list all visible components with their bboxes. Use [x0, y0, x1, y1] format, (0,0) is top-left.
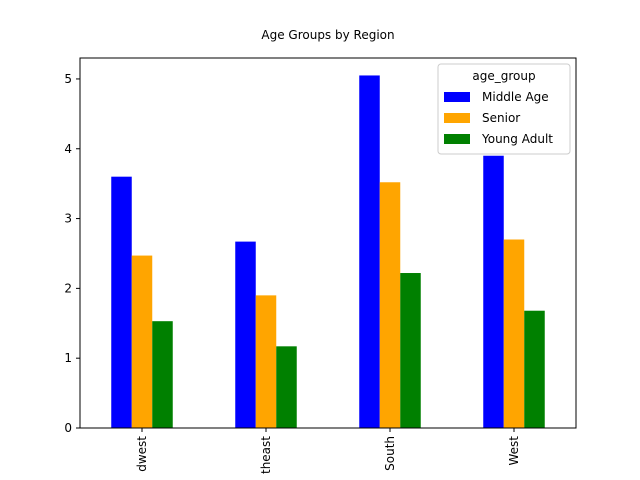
y-axis: 0 1 2 3 4 5 [64, 72, 80, 435]
bar-middle-age-south [359, 75, 380, 429]
y-tick-label: 4 [64, 142, 72, 156]
bar-senior-midwest [131, 255, 153, 428]
plot-frame [79, 57, 577, 429]
bar-young-adult-northeast [276, 346, 297, 428]
legend-swatch [444, 92, 470, 102]
bar-middle-age-midwest [111, 176, 132, 428]
bar-senior-south [379, 182, 401, 428]
y-tick-label: 2 [64, 281, 72, 295]
bar-young-adult-midwest [152, 321, 173, 428]
y-tick-label: 1 [64, 351, 72, 365]
x-axis: dwest theast South West [135, 428, 521, 474]
legend-label: Young Adult [481, 132, 553, 146]
legend: age_group Middle Age Senior Young Adult [437, 63, 571, 155]
legend-label: Senior [482, 111, 520, 125]
legend-box [437, 63, 571, 155]
bar-senior-west [503, 239, 525, 428]
legend-swatch [444, 134, 470, 144]
legend-label: Middle Age [482, 90, 549, 104]
bar-senior-northeast [255, 295, 277, 428]
y-tick-label: 3 [64, 212, 72, 226]
legend-title: age_group [472, 69, 535, 83]
x-tick-label: South [383, 436, 397, 471]
x-tick-label: theast [259, 436, 273, 474]
x-tick-label: dwest [135, 436, 149, 472]
y-tick-label: 0 [64, 421, 72, 435]
bars-group [111, 75, 545, 429]
bar-middle-age-west [483, 155, 504, 429]
bar-young-adult-south [400, 273, 421, 428]
bar-young-adult-west [524, 310, 545, 428]
bar-middle-age-northeast [235, 241, 256, 428]
x-tick-label: West [507, 436, 521, 466]
legend-swatch [444, 113, 470, 123]
y-tick-label: 5 [64, 72, 72, 86]
chart-title: Age Groups by Region [261, 28, 395, 42]
